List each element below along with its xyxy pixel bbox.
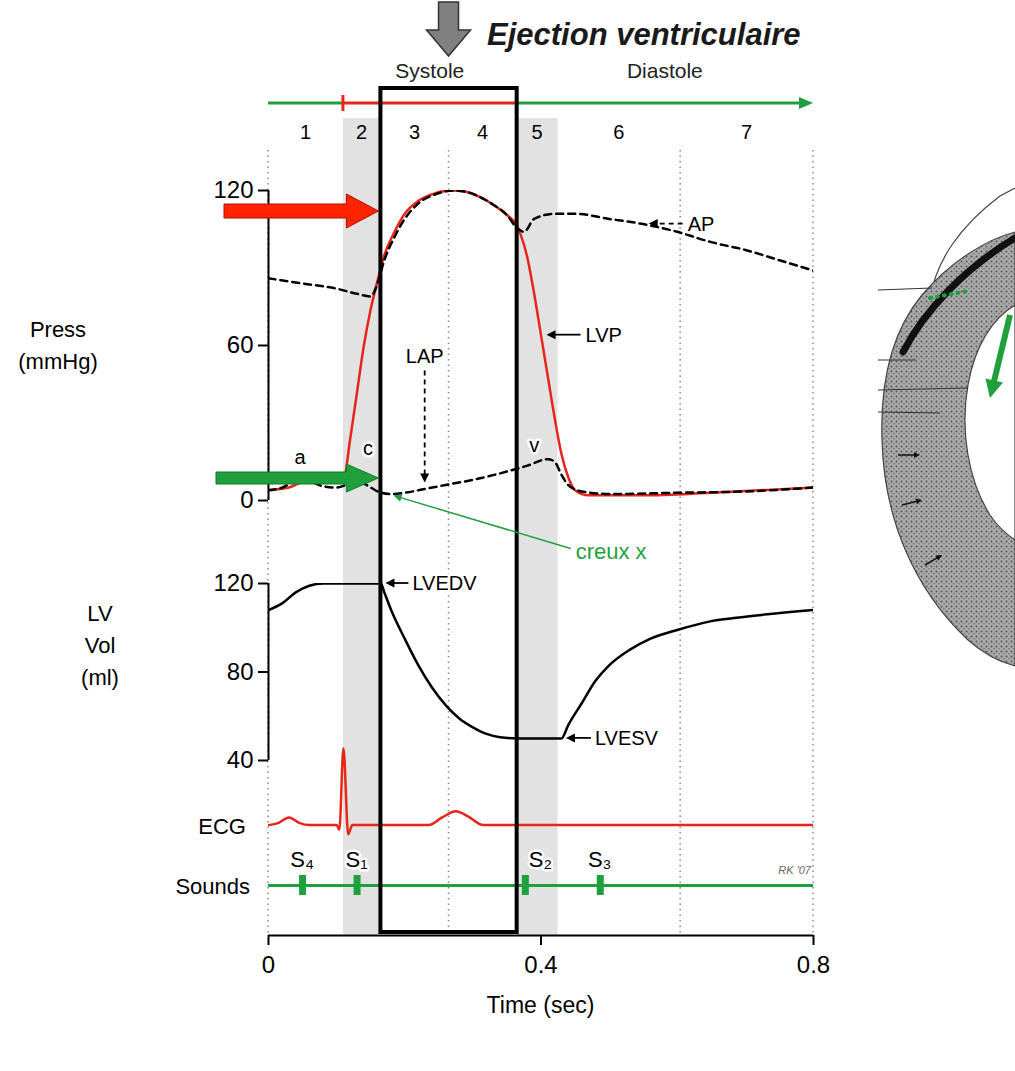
svg-text:LVESV: LVESV	[595, 727, 659, 749]
svg-text:6: 6	[613, 121, 624, 143]
svg-text:0: 0	[240, 486, 253, 513]
svg-text:0: 0	[262, 951, 275, 978]
svg-text:120: 120	[213, 176, 253, 203]
svg-text:LVP: LVP	[586, 324, 622, 346]
svg-text:80: 80	[227, 658, 254, 685]
svg-text:0.4: 0.4	[524, 951, 557, 978]
svg-text:S₁: S₁	[346, 847, 368, 872]
svg-text:LAP: LAP	[406, 345, 444, 367]
svg-text:S₃: S₃	[588, 847, 612, 872]
svg-text:7: 7	[741, 121, 752, 143]
svg-text:2: 2	[356, 121, 367, 143]
svg-text:Ejection ventriculaire: Ejection ventriculaire	[487, 17, 801, 52]
svg-text:RK '07: RK '07	[778, 864, 812, 876]
svg-text:120: 120	[213, 569, 253, 596]
svg-text:a: a	[295, 446, 307, 468]
svg-text:LV: LV	[87, 601, 113, 626]
svg-text:3: 3	[409, 121, 420, 143]
svg-text:5: 5	[532, 121, 543, 143]
svg-text:v: v	[529, 434, 539, 456]
svg-text:Systole: Systole	[395, 59, 464, 82]
svg-text:S₂: S₂	[529, 847, 552, 872]
svg-text:60: 60	[227, 331, 254, 358]
svg-text:c: c	[363, 437, 373, 459]
svg-text:Diastole: Diastole	[627, 59, 703, 82]
svg-text:4: 4	[477, 121, 488, 143]
svg-text:S₄: S₄	[290, 847, 314, 872]
svg-text:1: 1	[300, 121, 311, 143]
svg-text:AP: AP	[688, 213, 715, 235]
svg-text:0.8: 0.8	[797, 951, 830, 978]
svg-text:LVEDV: LVEDV	[412, 572, 477, 594]
svg-text:ECG: ECG	[198, 814, 246, 839]
svg-text:Press: Press	[30, 317, 86, 342]
svg-text:creux x: creux x	[576, 539, 647, 564]
svg-text:(ml): (ml)	[81, 665, 119, 690]
svg-text:40: 40	[227, 746, 254, 773]
svg-text:Time (sec): Time (sec)	[487, 992, 595, 1018]
svg-text:Vol: Vol	[85, 633, 116, 658]
svg-text:Sounds: Sounds	[175, 874, 250, 899]
svg-text:(mmHg): (mmHg)	[18, 349, 97, 374]
